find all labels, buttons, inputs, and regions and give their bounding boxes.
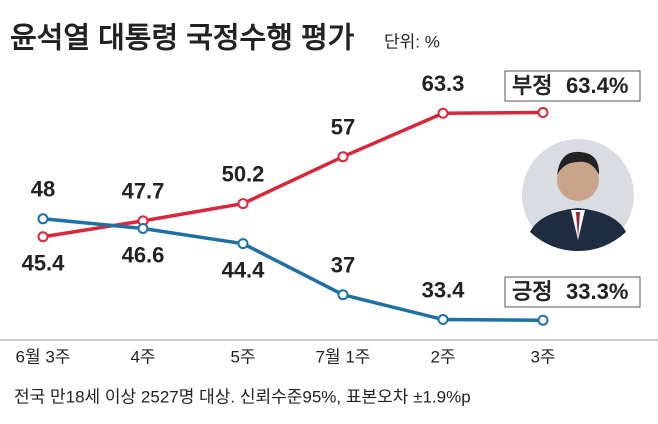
x-tick-label: 6월 3주: [16, 347, 71, 366]
footnote: 전국 만18세 이상 2527명 대상. 신뢰수준95%, 표본오차 ±1.9%…: [14, 387, 471, 406]
legend-box: [504, 70, 641, 102]
point: [237, 238, 249, 250]
point: [537, 314, 549, 326]
series-line: [42, 110, 544, 239]
point: [437, 107, 449, 119]
point: [37, 213, 49, 225]
legend-value: 63.4%: [566, 73, 628, 98]
data-label: 33.4: [422, 277, 466, 302]
legend-value: 33.3%: [566, 279, 628, 304]
photo: [522, 139, 634, 251]
data-label: 37: [331, 253, 355, 278]
point: [337, 289, 349, 301]
x-tick-label: 2주: [430, 347, 455, 366]
legend-box: [504, 276, 641, 308]
data-label: 46.6: [122, 242, 165, 267]
data-label: 45.4: [22, 251, 66, 276]
point: [537, 107, 549, 119]
data-label: 44.4: [222, 257, 266, 282]
chart-subtitle: 단위: %: [384, 32, 440, 51]
chart-title: 윤석열 대통령 국정수행 평가: [10, 22, 355, 55]
point: [37, 231, 49, 243]
point: [437, 314, 449, 326]
point: [137, 222, 149, 234]
data-label: 48: [31, 177, 55, 202]
data-label: 47.7: [122, 179, 165, 204]
legend-name: 부정: [512, 73, 552, 98]
data-label: 50.2: [222, 161, 265, 186]
data-label: 57: [331, 115, 355, 140]
point: [337, 151, 349, 163]
x-tick-label: 5주: [230, 347, 255, 366]
x-tick-label: 3주: [530, 347, 555, 366]
point: [237, 198, 249, 210]
series-line: [42, 217, 544, 322]
data-label: 63.3: [422, 71, 465, 96]
x-tick-label: 7월 1주: [316, 347, 371, 366]
legend-name: 긍정: [512, 279, 552, 304]
x-tick-label: 4주: [130, 347, 155, 366]
